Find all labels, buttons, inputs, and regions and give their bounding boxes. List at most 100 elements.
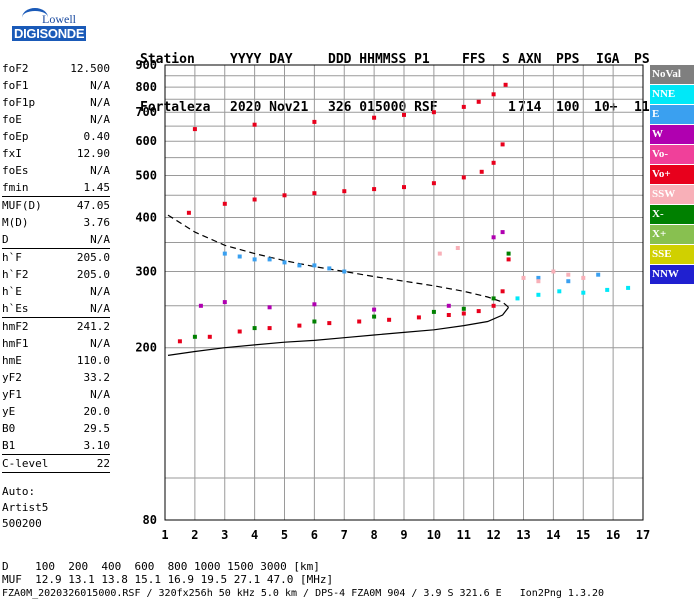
data-point — [312, 119, 317, 124]
data-point — [372, 307, 377, 312]
header-value: 2020 Nov21 — [230, 100, 309, 115]
data-point — [581, 275, 586, 280]
param-value: 1.45 — [83, 181, 111, 194]
data-point — [455, 246, 460, 250]
x-tick-label: 10 — [427, 528, 441, 542]
data-point — [312, 319, 317, 324]
param-value: 3.76 — [83, 216, 111, 229]
auto-name: Artist5 — [2, 501, 49, 514]
param-row: h`F2 205.0 — [2, 266, 110, 283]
param-row: hmF1 N/A — [2, 335, 110, 352]
param-row: hmF2 241.2 — [2, 318, 110, 335]
auto-label: Auto: — [2, 485, 36, 498]
data-point — [431, 110, 436, 115]
legend-item: NoVal — [650, 65, 694, 84]
data-point — [267, 305, 272, 310]
data-point — [500, 289, 505, 294]
data-point — [446, 313, 451, 317]
data-point — [192, 127, 197, 132]
logo-lowell: Lowell — [42, 12, 76, 26]
footer-distance: D 100 200 400 600 800 1000 1500 3000 [km… — [2, 560, 320, 573]
param-value: 205.0 — [76, 251, 110, 264]
data-point — [521, 275, 526, 280]
legend: NoVal NNE E W Vo- Vo+ SSW X- X+ SSE NNW — [650, 65, 694, 285]
data-point — [198, 303, 203, 308]
data-point — [566, 272, 571, 277]
auto-code: 500200 — [2, 517, 42, 530]
data-point — [222, 201, 227, 206]
data-point — [491, 235, 496, 240]
data-point — [372, 187, 377, 192]
param-row: h`Es N/A — [2, 300, 110, 317]
data-point — [551, 269, 556, 274]
data-point — [402, 185, 406, 190]
legend-item: NNE — [650, 85, 694, 104]
data-point — [312, 263, 317, 268]
header-values-row: Fortaleza 2020 Nov21 326 015000 RSF 1 714 100… — [140, 100, 650, 116]
param-name: h`F — [2, 251, 22, 264]
param-row: D N/A — [2, 231, 110, 248]
y-tick-label: 300 — [135, 265, 157, 279]
param-value: 22 — [96, 457, 110, 470]
param-name: foEs — [2, 164, 29, 177]
data-point — [416, 315, 421, 320]
header-label: DDD HHMMSS P1 — [328, 52, 430, 67]
y-tick-label: 800 — [135, 80, 157, 94]
data-point — [566, 279, 571, 284]
data-point — [431, 181, 436, 186]
data-point — [476, 309, 481, 314]
data-point — [222, 251, 227, 256]
x-tick-label: 2 — [191, 528, 198, 542]
x-tick-label: 1 — [161, 528, 168, 542]
param-name: foF2 — [2, 62, 29, 75]
data-point — [327, 321, 332, 326]
param-row: B0 29.5 — [2, 420, 110, 437]
param-divider — [2, 472, 110, 473]
data-point — [431, 309, 436, 314]
param-value: N/A — [90, 233, 110, 246]
param-value: 0.40 — [83, 130, 111, 143]
x-tick-label: 14 — [546, 528, 560, 542]
data-point — [297, 323, 302, 328]
data-point — [506, 251, 511, 256]
data-point — [605, 287, 610, 292]
param-row: M(D) 3.76 — [2, 214, 110, 231]
data-point — [177, 339, 182, 344]
header-label: IGA — [596, 52, 620, 67]
param-row: C-level 22 — [2, 455, 110, 472]
x-tick-label: 13 — [516, 528, 530, 542]
data-point — [536, 275, 541, 280]
data-point — [237, 254, 242, 259]
y-tick-label: 400 — [135, 210, 157, 224]
profile-curve-dashed — [167, 214, 509, 308]
param-row: yE 20.0 — [2, 403, 110, 420]
legend-item: SSE — [650, 245, 694, 264]
param-value: N/A — [90, 96, 110, 109]
data-point — [207, 334, 212, 339]
header-value: 100 — [556, 100, 580, 115]
param-row: fxI 12.90 — [2, 145, 110, 162]
x-tick-label: 16 — [606, 528, 620, 542]
param-row: MUF(D) 47.05 — [2, 197, 110, 214]
legend-item: Vo- — [650, 145, 694, 164]
param-name: B0 — [2, 422, 16, 435]
param-name: hmE — [2, 354, 22, 367]
param-row: h`F 205.0 — [2, 249, 110, 266]
data-point — [297, 263, 302, 268]
data-point — [437, 251, 442, 256]
header-label: Station — [140, 52, 195, 67]
param-name: foEp — [2, 130, 29, 143]
legend-item: Vo+ — [650, 165, 694, 184]
station-header: Station YYYY DAY DDD HHMMSS P1 FFS S AXN PPS IG… — [140, 20, 650, 132]
param-value: N/A — [90, 113, 110, 126]
y-tick-label: 900 — [135, 58, 157, 72]
data-point — [222, 300, 227, 305]
x-tick-label: 11 — [457, 528, 471, 542]
param-name: hmF1 — [2, 337, 29, 350]
param-divider — [2, 454, 110, 455]
y-tick-label: 500 — [135, 168, 157, 182]
plot-frame — [164, 64, 644, 521]
data-point — [491, 303, 496, 308]
param-name: foE — [2, 113, 22, 126]
